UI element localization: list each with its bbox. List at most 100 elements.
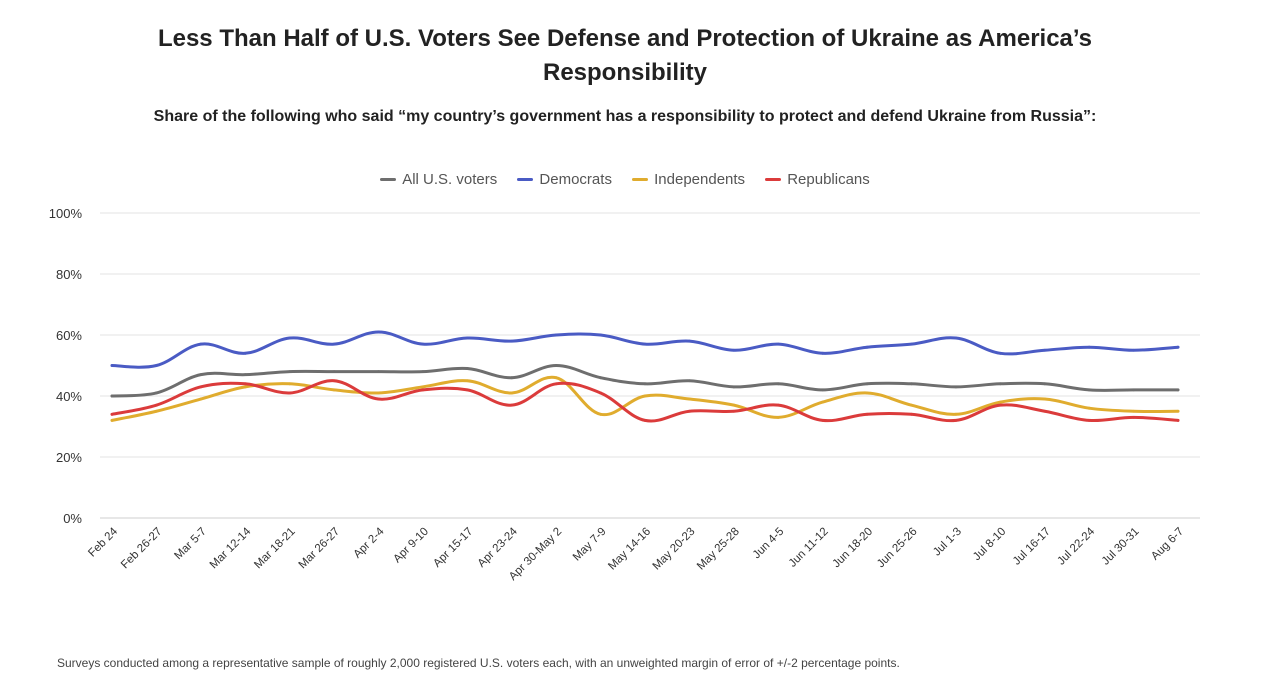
- data-point-republicans: [865, 412, 869, 416]
- x-tick-label: Apr 2-4: [351, 525, 387, 561]
- data-point-democrats: [1132, 348, 1135, 352]
- data-point-democrats: [243, 351, 247, 355]
- legend-label: Democrats: [539, 171, 612, 188]
- data-point-democrats: [288, 336, 292, 340]
- data-point-all-u-s-voters: [998, 382, 1002, 386]
- data-point-independents: [688, 397, 691, 401]
- data-point-all-u-s-voters: [954, 385, 958, 389]
- data-point-democrats: [1043, 348, 1047, 352]
- data-point-independents: [821, 400, 825, 404]
- data-point-independents: [377, 391, 380, 395]
- data-point-democrats: [910, 342, 913, 346]
- x-tick-label: May 25-28: [695, 526, 742, 573]
- data-point-democrats: [332, 342, 336, 346]
- x-tick-label: Aug 6-7: [1149, 526, 1186, 563]
- data-point-all-u-s-voters: [199, 373, 203, 377]
- x-tick-label: Feb 26-27: [119, 526, 165, 572]
- data-point-republicans: [821, 419, 825, 422]
- y-tick-label: 60%: [56, 328, 82, 343]
- data-point-republicans: [554, 382, 558, 386]
- data-point-democrats: [998, 351, 1002, 355]
- data-point-all-u-s-voters: [910, 382, 913, 386]
- data-point-republicans: [421, 388, 425, 392]
- data-point-all-u-s-voters: [243, 373, 247, 377]
- data-point-independents: [776, 415, 780, 419]
- data-point-republicans: [377, 397, 380, 401]
- data-point-all-u-s-voters: [1087, 388, 1091, 392]
- x-tick-label: May 7-9: [571, 526, 609, 564]
- data-point-democrats: [377, 330, 380, 334]
- data-point-republicans: [910, 412, 913, 416]
- data-point-democrats: [110, 364, 114, 367]
- data-point-democrats: [1176, 345, 1180, 349]
- x-tick-label: Mar 18-21: [252, 526, 298, 572]
- data-point-democrats: [865, 345, 869, 349]
- data-point-republicans: [1043, 409, 1047, 413]
- data-point-democrats: [421, 342, 425, 346]
- data-point-independents: [910, 403, 913, 407]
- data-point-independents: [1132, 409, 1135, 413]
- data-point-all-u-s-voters: [688, 379, 691, 383]
- data-point-democrats: [199, 342, 203, 346]
- data-point-democrats: [155, 364, 158, 367]
- data-point-all-u-s-voters: [865, 382, 869, 386]
- data-point-independents: [554, 376, 558, 380]
- data-point-all-u-s-voters: [1043, 382, 1047, 386]
- legend-label: All U.S. voters: [402, 171, 498, 188]
- legend-swatch: [765, 178, 782, 181]
- data-point-all-u-s-voters: [643, 382, 647, 386]
- data-point-independents: [954, 412, 958, 416]
- x-tick-label: Apr 23-24: [476, 525, 521, 570]
- data-point-democrats: [821, 351, 825, 355]
- x-tick-label: Jul 8-10: [971, 526, 1008, 563]
- data-point-all-u-s-voters: [510, 376, 514, 380]
- data-point-republicans: [243, 382, 247, 386]
- chart-title-line-2: Responsibility: [542, 59, 708, 86]
- x-tick-label: Feb 24: [86, 525, 120, 559]
- data-point-republicans: [155, 403, 158, 407]
- data-point-independents: [1087, 406, 1091, 410]
- data-point-all-u-s-voters: [288, 370, 292, 373]
- data-point-independents: [421, 385, 425, 389]
- data-point-all-u-s-voters: [155, 391, 158, 395]
- data-point-all-u-s-voters: [332, 370, 336, 373]
- x-tick-label: Apr 15-17: [431, 526, 475, 570]
- data-point-democrats: [1087, 345, 1091, 349]
- data-point-republicans: [954, 419, 958, 422]
- y-tick-label: 100%: [49, 206, 83, 221]
- legend-item-democrats: Democrats: [517, 171, 612, 188]
- y-tick-label: 40%: [56, 389, 82, 404]
- data-point-all-u-s-voters: [110, 394, 114, 398]
- x-tick-label: Mar 12-14: [208, 525, 254, 571]
- x-tick-label: Jun 25-26: [875, 526, 920, 571]
- data-point-republicans: [1176, 419, 1180, 422]
- data-point-republicans: [332, 379, 336, 383]
- data-point-all-u-s-voters: [1132, 388, 1135, 392]
- data-point-all-u-s-voters: [821, 388, 825, 392]
- data-point-democrats: [643, 342, 647, 346]
- series-line-democrats: [110, 330, 1180, 369]
- data-point-democrats: [599, 333, 602, 337]
- data-point-republicans: [288, 391, 292, 395]
- data-point-independents: [199, 397, 203, 401]
- data-point-independents: [865, 391, 869, 395]
- data-point-all-u-s-voters: [599, 376, 602, 380]
- data-point-republicans: [1132, 415, 1135, 419]
- legend-label: Republicans: [787, 171, 870, 188]
- data-point-independents: [510, 391, 514, 395]
- data-point-all-u-s-voters: [377, 370, 380, 373]
- x-tick-label: Jul 1-3: [931, 526, 964, 559]
- data-point-republicans: [732, 409, 736, 413]
- data-point-republicans: [110, 412, 114, 416]
- data-point-independents: [155, 409, 158, 413]
- x-tick-label: Jun 18-20: [831, 526, 876, 571]
- data-point-republicans: [643, 419, 647, 422]
- data-point-democrats: [465, 336, 469, 340]
- legend-item-all-voters: All U.S. voters: [380, 171, 497, 188]
- y-tick-label: 80%: [56, 267, 82, 282]
- data-point-independents: [643, 394, 647, 398]
- legend-item-independents: Independents: [632, 171, 745, 188]
- data-point-independents: [288, 382, 292, 386]
- legend-swatch: [380, 178, 397, 181]
- data-point-all-u-s-voters: [776, 382, 780, 386]
